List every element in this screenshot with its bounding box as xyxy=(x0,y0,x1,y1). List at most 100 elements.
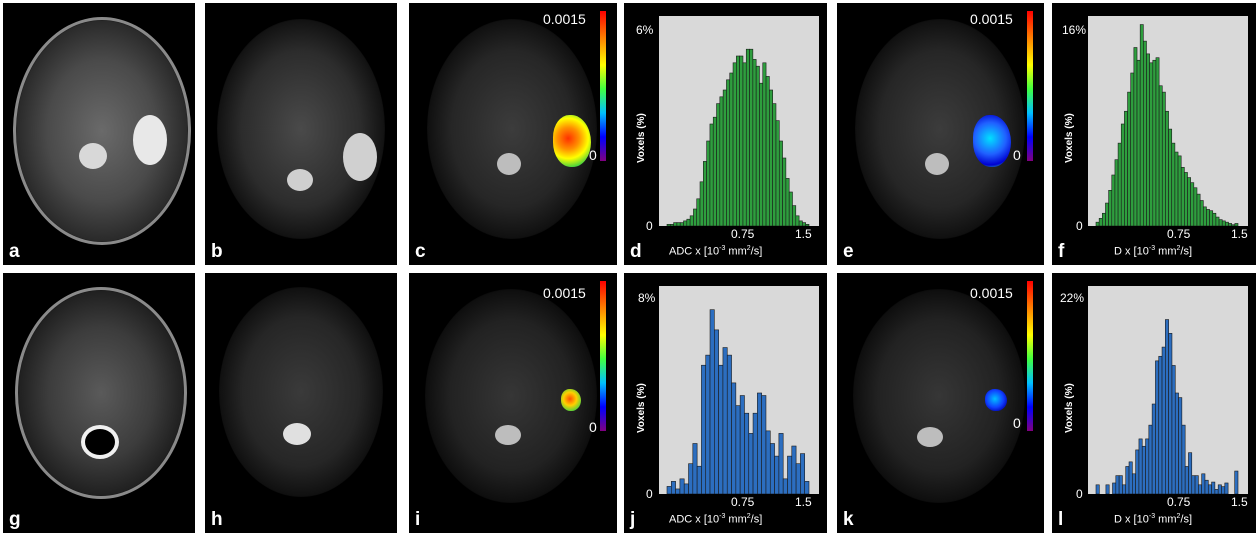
histogram-bar xyxy=(1188,452,1193,494)
histogram-bar xyxy=(709,123,714,226)
y-zero-tick: 0 xyxy=(1076,219,1083,233)
histogram-bar xyxy=(675,488,681,494)
histogram-bar xyxy=(782,157,787,226)
colorbar-min: 0 xyxy=(1013,415,1021,431)
histogram-bar xyxy=(1225,221,1229,226)
histogram-bar xyxy=(1165,319,1169,494)
x-tick-075: 0.75 xyxy=(1167,495,1191,509)
histogram-bar xyxy=(1218,219,1223,226)
histogram-bar xyxy=(1115,475,1120,494)
histogram-bar xyxy=(1190,182,1195,226)
panel-label: l xyxy=(1058,509,1064,530)
y-zero-tick: 0 xyxy=(646,219,653,233)
y-max-tick: 8% xyxy=(638,291,656,305)
histogram-bar xyxy=(679,222,684,226)
histogram-bar xyxy=(1149,62,1154,226)
spine xyxy=(79,143,107,169)
histogram-bar xyxy=(1221,220,1226,226)
histogram-bar xyxy=(1139,24,1144,226)
histogram-bar xyxy=(1168,333,1173,494)
histogram-bar xyxy=(1171,365,1176,494)
y-max-tick: 16% xyxy=(1062,23,1087,37)
histogram-bar xyxy=(755,65,760,226)
histogram-bar xyxy=(1146,53,1150,226)
histogram-bar xyxy=(1117,142,1122,226)
panel-label: g xyxy=(9,509,21,530)
histogram-bar xyxy=(1118,475,1123,494)
panel-label: b xyxy=(211,241,223,262)
plot-area xyxy=(659,16,819,226)
histogram-bar xyxy=(699,181,704,226)
histogram-bar xyxy=(683,220,688,226)
neck-cross-section xyxy=(219,287,383,497)
histogram-bar xyxy=(1130,72,1135,226)
histogram-bar xyxy=(726,354,732,494)
histogram-bar xyxy=(1168,128,1173,226)
histogram-bar xyxy=(1143,40,1147,226)
plot-area xyxy=(1088,16,1248,226)
histogram-bar xyxy=(1120,123,1125,226)
histogram-bar xyxy=(1145,438,1150,494)
panel-label: a xyxy=(9,241,20,262)
histogram-bar xyxy=(1135,449,1140,494)
histogram-bar xyxy=(1095,221,1100,226)
histogram-bar xyxy=(686,218,691,226)
histogram-bar xyxy=(1214,489,1219,494)
adc-map-overlay xyxy=(561,389,581,411)
x-axis-label: D x [10-3 mm2/s] xyxy=(1114,513,1193,526)
histogram-bar xyxy=(742,62,747,226)
colorbar-max: 0.0015 xyxy=(970,285,1013,301)
histogram-bar xyxy=(1155,360,1160,494)
histogram-bar xyxy=(774,455,780,494)
histogram-bar xyxy=(1158,355,1163,494)
x-tick-15: 1.5 xyxy=(795,227,812,241)
mri-panel-b: b xyxy=(205,3,397,265)
histogram-f xyxy=(1095,24,1239,226)
histogram-panel-d: 6% 0 Voxels (%) 0.75 1.5 ADC x [10-3 mm2… xyxy=(624,3,827,265)
histogram-bar xyxy=(676,222,681,226)
histogram-bar xyxy=(1122,484,1127,494)
histogram-bar xyxy=(1209,210,1214,226)
spine xyxy=(495,425,521,445)
histogram-panel-l: 22% 0 Voxels (%) 0.75 1.5 D x [10-3 mm2/… xyxy=(1052,273,1256,533)
histogram-bar xyxy=(729,72,734,226)
histogram-bar xyxy=(765,430,771,494)
histogram-bar xyxy=(1224,482,1229,494)
spine xyxy=(283,423,311,445)
histogram-bar xyxy=(1211,481,1216,494)
neck-cross-section xyxy=(15,287,187,499)
histogram-d xyxy=(666,48,810,226)
histogram-bar xyxy=(1221,486,1226,494)
histogram-l xyxy=(1095,319,1239,494)
histogram-bar xyxy=(745,48,750,226)
x-tick-075: 0.75 xyxy=(731,227,755,241)
histogram-bar xyxy=(1207,484,1212,494)
histogram-bar xyxy=(1148,424,1153,494)
histogram-bar xyxy=(1095,484,1100,494)
colorbar-min: 0 xyxy=(1013,147,1021,163)
histogram-panel-j: 8% 0 Voxels (%) 0.75 1.5 ADC x [10-3 mm2… xyxy=(624,273,827,533)
histogram-bar xyxy=(722,347,728,494)
histogram-bar xyxy=(693,208,698,226)
histogram-bar xyxy=(1098,218,1103,226)
histogram-bar xyxy=(791,445,797,494)
histogram-bar xyxy=(765,76,770,226)
colorbar xyxy=(600,281,606,431)
histogram-bar xyxy=(692,443,698,494)
histogram-bar xyxy=(778,140,783,226)
spine xyxy=(81,425,119,459)
mri-panel-a: a xyxy=(3,3,195,265)
histogram-bar xyxy=(1206,209,1210,226)
histogram-bar xyxy=(788,191,793,226)
histogram-j xyxy=(666,309,810,494)
histogram-panel-f: 16% 0 Voxels (%) 0.75 1.5 D x [10-3 mm2/… xyxy=(1052,3,1256,265)
panel-label: j xyxy=(630,509,636,530)
histogram-bar xyxy=(1191,475,1196,494)
histogram-bar xyxy=(1102,212,1106,226)
histogram-bar xyxy=(714,329,719,494)
panel-label: f xyxy=(1058,241,1065,262)
histogram-bar xyxy=(1199,200,1204,226)
histogram-bar xyxy=(792,205,797,226)
spine xyxy=(925,153,949,175)
histogram-bar xyxy=(785,178,790,226)
